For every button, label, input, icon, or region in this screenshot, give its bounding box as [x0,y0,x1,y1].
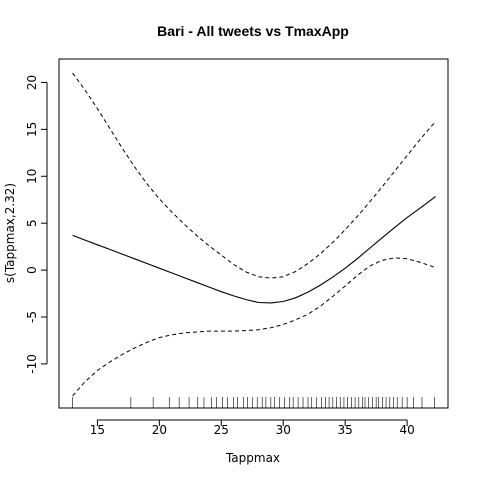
x-axis-label: Tappmax [225,451,280,465]
upper-confidence-band [72,72,436,279]
smooth-fit-line [72,195,436,304]
y-tick-label: 0 [25,266,39,274]
y-axis-label: s(Tappmax,2.32) [3,183,17,283]
x-tick-label: 35 [338,423,353,437]
x-tick-label: 25 [214,423,229,437]
y-tick-label: 15 [25,122,39,137]
x-tick-label: 40 [399,423,414,437]
y-tick-label: 20 [25,75,39,90]
plot-frame [58,58,449,409]
x-tick-label: 15 [90,423,105,437]
x-tick-label: 30 [276,423,291,437]
y-tick-label: 10 [25,169,39,184]
y-axis: -10 -5 0 5 10 15 20 [25,75,48,374]
y-tick-label: -5 [25,311,39,323]
y-tick-label: 5 [25,219,39,227]
series-group [72,72,436,397]
lower-confidence-band [72,257,436,397]
x-tick-label: 20 [152,423,167,437]
chart-title: Bari - All tweets vs TmaxApp [157,23,349,39]
rug-plot [72,397,435,408]
x-axis: 15 20 25 30 35 40 [90,419,415,437]
y-tick-label: -10 [25,354,39,374]
